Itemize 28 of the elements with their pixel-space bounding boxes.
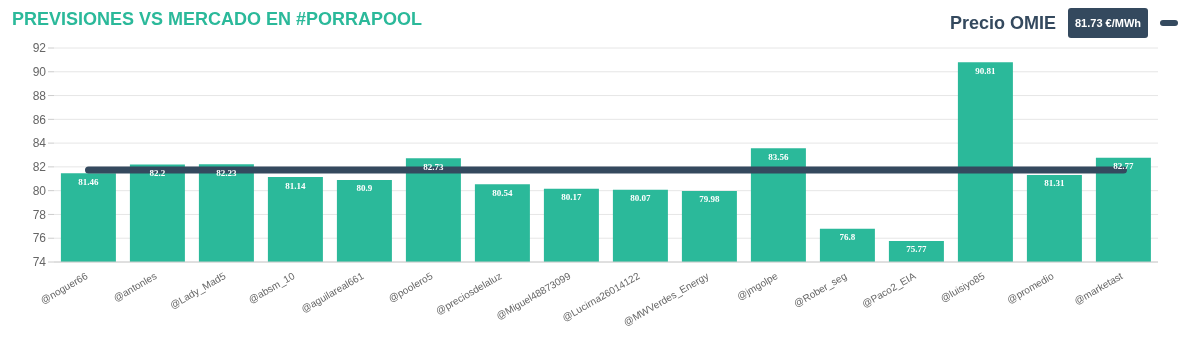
data-label: 82.73 — [423, 161, 445, 172]
data-label: 76.8 — [839, 232, 856, 243]
data-label: 80.54 — [492, 187, 514, 198]
legend-label: Precio OMIE — [949, 12, 1056, 35]
data-label: 80.17 — [561, 192, 583, 203]
data-label: 90.81 — [975, 65, 997, 76]
data-label: 81.46 — [78, 176, 100, 187]
y-tick-label: 88 — [32, 88, 47, 103]
data-label: 82.2 — [149, 167, 166, 178]
data-label: 81.14 — [285, 180, 307, 191]
y-tick-label: 80 — [32, 183, 47, 198]
y-tick-label: 90 — [32, 65, 47, 80]
y-tick-label: 74 — [32, 255, 47, 270]
y-tick-label: 92 — [32, 41, 47, 56]
data-label: 80.9 — [356, 183, 373, 194]
data-label: 81.31 — [1044, 178, 1066, 189]
text: 81.73 €/MWh — [1067, 8, 1148, 38]
y-tick-label: 84 — [32, 136, 47, 151]
chart-title: PREVISIONES VS MERCADO EN #PORRAPOOL — [12, 8, 423, 30]
y-tick-label: 78 — [32, 207, 47, 222]
data-label: 79.98 — [699, 194, 721, 205]
data-label: 80.07 — [630, 193, 652, 204]
y-tick-label: 82 — [32, 160, 47, 175]
data-label: 82.77 — [1113, 161, 1135, 172]
y-tick-label: 76 — [32, 231, 47, 246]
data-label: 83.56 — [768, 151, 790, 162]
data-label: 75.77 — [906, 244, 928, 255]
y-tick-label: 86 — [32, 112, 47, 127]
